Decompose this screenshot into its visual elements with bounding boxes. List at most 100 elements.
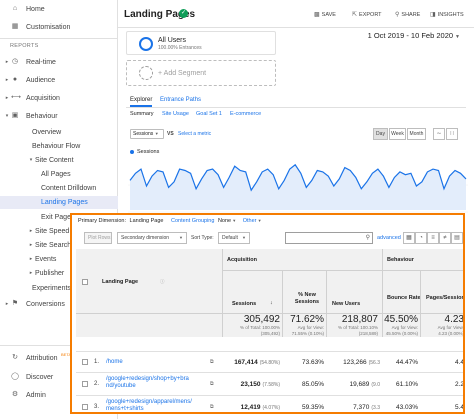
header-sessions[interactable]: Sessions: [232, 301, 257, 307]
total-new-sessions-sub: Avg for View: 71.55% (0.10%): [284, 325, 324, 336]
landing-page-link[interactable]: /google+redesign/shop+by+bra nd/youtube: [106, 376, 189, 390]
external-link-icon[interactable]: ⧉: [210, 404, 214, 410]
sidebar-item-content-drilldown[interactable]: Content Drilldown: [0, 182, 118, 194]
row-checkbox[interactable]: [82, 359, 88, 365]
sidebar-item-home[interactable]: ⌂ Home: [0, 3, 118, 15]
granularity-month[interactable]: Month: [407, 128, 426, 140]
sidebar-item-customisation[interactable]: ▦ Customisation: [0, 21, 118, 33]
insights-icon: ◨: [430, 12, 436, 18]
date-range-picker[interactable]: 1 Oct 2019 - 10 Feb 2020 ▼: [368, 31, 460, 40]
landing-page-link[interactable]: /google+redesign/apparel/mens/mens+t+shi…: [106, 399, 192, 412]
comparison-view-icon[interactable]: ≠: [439, 232, 451, 244]
sidebar-item-site-search[interactable]: ▸ Site Search: [0, 239, 118, 251]
dot-chart-icon[interactable]: ∷: [446, 128, 458, 140]
table-search-input[interactable]: ⚲: [285, 232, 373, 244]
plot-rows-button[interactable]: Plot Rows: [84, 232, 112, 244]
table-header: Landing Page ⓘ Acquisition Behaviour Ses…: [76, 249, 465, 337]
primary-dimension-label: Primary Dimension:: [78, 218, 126, 224]
tab-entrance-paths[interactable]: Entrance Paths: [160, 97, 202, 103]
total-bounce-rate-sub-line: (0.00%): [402, 330, 418, 336]
sidebar-item-exit-pages[interactable]: Exit Pages: [0, 211, 118, 223]
sidebar-item-site-content[interactable]: ▾ Site Content: [0, 154, 118, 166]
sidebar-item-real-time[interactable]: ▸ ◷ Real-time: [0, 56, 118, 68]
granularity-week[interactable]: Week: [389, 128, 406, 140]
dimension-content-grouping[interactable]: Content Grouping: [171, 218, 215, 224]
select-metric-link[interactable]: Select a metric: [178, 131, 212, 137]
insights-button[interactable]: ◨ INSIGHTS: [430, 11, 464, 18]
sidebar-item-experiments[interactable]: Experiments: [0, 282, 118, 294]
total-new-users-sub-line: % of Total: 100.10%: [338, 325, 378, 330]
explorer-sub-tabs: Summary Site Usage Goal Set 1 E-commerce: [126, 111, 466, 121]
header-bounce-rate[interactable]: Bounce Rate: [387, 295, 421, 301]
metric-select[interactable]: Sessions ▼: [130, 129, 164, 139]
sidebar-item-behaviour-flow[interactable]: Behaviour Flow: [0, 140, 118, 152]
pages-session-cell: 4.4: [454, 359, 464, 366]
row-checkbox[interactable]: [82, 381, 88, 387]
total-sessions-sub-line: (305,492): [260, 330, 280, 336]
help-icon: ⓘ: [160, 279, 165, 284]
sidebar-item-conversions[interactable]: ▸ ⚑ Conversions: [0, 298, 118, 310]
pages-session-cell: 2.2: [454, 381, 464, 388]
segment-all-users[interactable]: All Users 100.00% Entrances: [126, 31, 276, 55]
sidebar-item-attribution[interactable]: ↻ Attribution BETA: [0, 352, 118, 364]
new-sessions-cell: 73.63%: [301, 359, 324, 366]
external-link-icon[interactable]: ⧉: [210, 359, 214, 365]
header-new-sessions[interactable]: % New Sessions: [294, 292, 320, 305]
export-label: EXPORT: [359, 12, 382, 18]
sidebar-item-discover[interactable]: ◯ Discover: [0, 371, 118, 383]
total-new-sessions-sub-line: Avg for View:: [297, 325, 324, 330]
header-pages-session[interactable]: Pages/Session: [426, 295, 465, 301]
secondary-dimension-label: Secondary dimension: [121, 235, 170, 241]
add-segment-button[interactable]: + Add Segment: [126, 60, 276, 86]
sidebar-item-behaviour[interactable]: ▾ ▣ Behaviour: [0, 110, 118, 122]
select-all-checkbox[interactable]: [82, 279, 88, 285]
new-users-cell: 19,689 (9.0: [328, 381, 380, 388]
sidebar-item-admin[interactable]: ⚙ Admin: [0, 389, 118, 401]
landing-page-text: /google+redesign/apparel/mens/: [106, 399, 192, 405]
external-link-icon[interactable]: ⧉: [210, 381, 214, 387]
main-panel: Landing Pages ✓ ▩ SAVE ⇱ EXPORT ⚲ SHARE ◨ IN…: [70, 0, 474, 419]
sessions-percent: (4.07%): [262, 405, 280, 411]
secondary-dimension-select[interactable]: Secondary dimension ▼: [117, 232, 187, 244]
sidebar-item-label: All Pages: [41, 170, 71, 178]
landing-page-link[interactable]: /home: [106, 359, 123, 366]
tab-explorer[interactable]: Explorer: [130, 97, 153, 107]
sort-type-select[interactable]: Default ▼: [218, 232, 250, 244]
table-view-icon[interactable]: ▦: [403, 232, 415, 244]
tab-site-usage[interactable]: Site Usage: [162, 111, 189, 117]
sidebar-item-landing-pages[interactable]: Landing Pages: [0, 196, 118, 209]
sidebar-item-events[interactable]: ▸ Events: [0, 253, 118, 265]
column-divider: [282, 270, 283, 337]
dimension-other[interactable]: Other: [242, 218, 257, 224]
legend-label: Sessions: [137, 149, 160, 155]
line-chart-icon[interactable]: ∼: [433, 128, 445, 140]
verified-check-icon: ✓: [179, 9, 188, 18]
advanced-filter-link[interactable]: advanced: [377, 235, 401, 241]
sidebar-item-acquisition[interactable]: ▸ ⟷ Acquisition: [0, 92, 118, 104]
dimension-none[interactable]: None: [217, 218, 232, 224]
row-number: 1.: [94, 359, 100, 365]
bar-view-icon[interactable]: ≡: [427, 232, 439, 244]
save-button[interactable]: ▩ SAVE: [314, 11, 336, 18]
sidebar-item-site-speed[interactable]: ▸ Site Speed: [0, 225, 118, 237]
row-checkbox[interactable]: [82, 404, 88, 410]
pivot-view-icon[interactable]: ▤: [451, 232, 463, 244]
export-button[interactable]: ⇱ EXPORT: [352, 11, 382, 18]
granularity-day[interactable]: Day: [373, 128, 388, 140]
header-new-users[interactable]: New Users: [332, 301, 361, 307]
landing-page-text: nd/youtube: [106, 383, 136, 389]
sidebar-item-publisher[interactable]: ▸ Publisher: [0, 267, 118, 279]
tab-summary[interactable]: Summary: [130, 111, 154, 117]
table-row: 2. /google+redesign/shop+by+bra nd/youtub…: [76, 372, 464, 394]
sidebar-item-overview[interactable]: Overview: [0, 126, 118, 138]
primary-dimension-current: Landing Page: [129, 218, 164, 224]
sidebar-item-all-pages[interactable]: All Pages: [0, 168, 118, 180]
share-button[interactable]: ⚲ SHARE: [395, 11, 420, 18]
header-landing-page[interactable]: Landing Page: [102, 279, 139, 285]
pie-view-icon[interactable]: ◔: [415, 232, 427, 244]
tab-e-commerce[interactable]: E-commerce: [230, 111, 262, 117]
tab-goal-set-1[interactable]: Goal Set 1: [196, 111, 222, 117]
sessions-percent: (54.80%): [259, 360, 280, 366]
sidebar-item-label: Home: [26, 5, 45, 13]
sidebar-item-audience[interactable]: ▸ ● Audience: [0, 74, 118, 86]
